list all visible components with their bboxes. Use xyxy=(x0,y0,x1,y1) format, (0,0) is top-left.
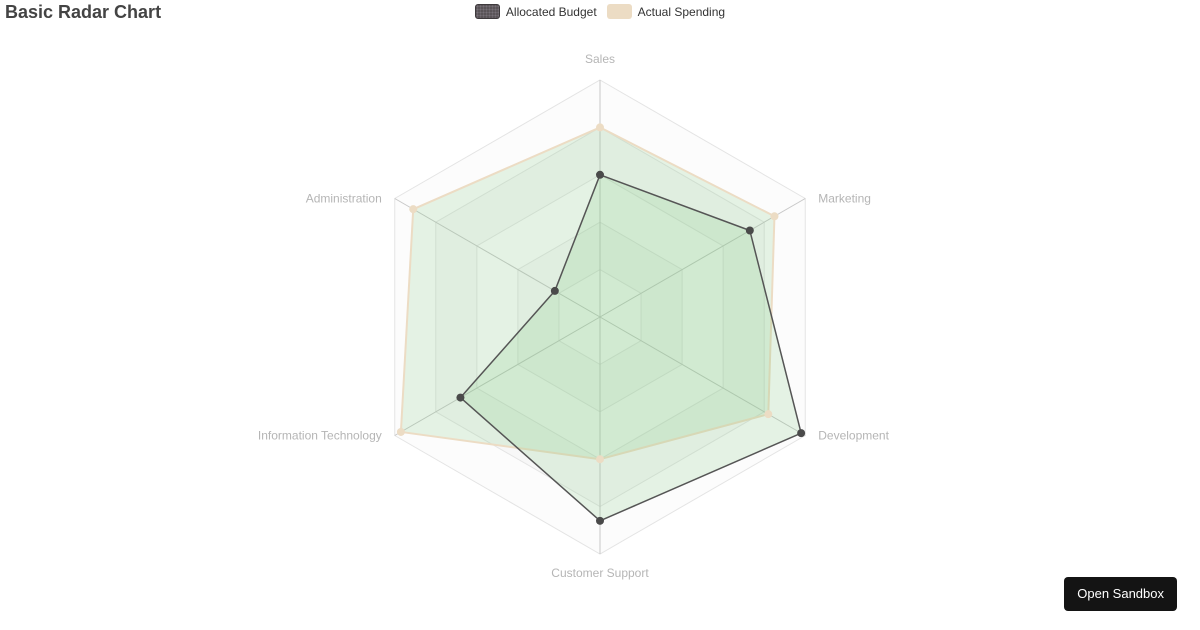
point-actual-spending-development xyxy=(764,410,773,419)
axis-label-customer-support: Customer Support xyxy=(551,566,649,580)
axis-label-administration: Administration xyxy=(306,192,382,206)
point-allocated-budget-administration xyxy=(550,286,559,295)
legend-label-allocated-budget: Allocated Budget xyxy=(505,4,597,19)
legend-swatch-allocated-budget xyxy=(474,4,500,19)
axis-label-information-technology: Information Technology xyxy=(258,429,382,443)
point-allocated-budget-marketing xyxy=(745,226,754,235)
axis-line-information-technology xyxy=(394,316,601,436)
point-actual-spending-customer-support xyxy=(596,455,604,464)
open-sandbox-button[interactable]: Open Sandbox xyxy=(1064,577,1177,611)
axis-line-administration xyxy=(394,198,601,318)
point-actual-spending-marketing xyxy=(770,212,779,221)
legend-swatch-actual-spending xyxy=(606,4,632,19)
legend-label-actual-spending: Actual Spending xyxy=(637,4,726,19)
point-allocated-budget-development xyxy=(797,429,806,438)
chart-title: Basic Radar Chart xyxy=(5,2,162,22)
point-allocated-budget-sales xyxy=(596,170,604,179)
chart-legend: Allocated Budget Actual Spending xyxy=(0,4,1200,19)
axis-label-marketing: Marketing xyxy=(818,192,871,206)
point-actual-spending-information-technology xyxy=(396,427,405,436)
legend-item-actual-spending[interactable]: Actual Spending xyxy=(606,4,726,19)
axis-label-development: Development xyxy=(818,429,889,443)
legend-item-allocated-budget[interactable]: Allocated Budget xyxy=(474,4,597,19)
axis-label-sales: Sales xyxy=(585,52,615,66)
point-allocated-budget-customer-support xyxy=(596,516,604,525)
point-allocated-budget-information-technology xyxy=(456,393,465,402)
point-actual-spending-administration xyxy=(409,205,418,214)
point-actual-spending-sales xyxy=(596,123,604,132)
